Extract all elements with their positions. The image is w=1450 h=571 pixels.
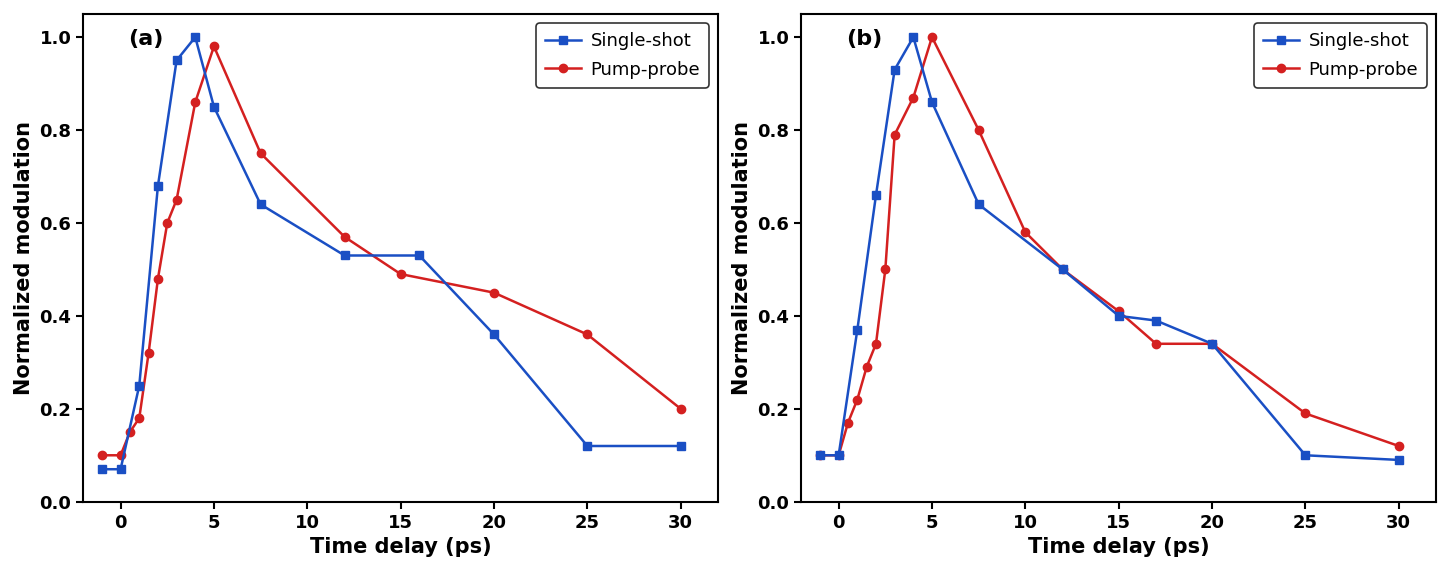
X-axis label: Time delay (ps): Time delay (ps) [310,537,492,557]
Pump-probe [252,150,270,156]
Single-shot [486,331,503,338]
Pump-probe [579,331,596,338]
Pump-probe [1054,266,1072,273]
Single-shot [93,466,110,473]
Single-shot [336,252,354,259]
Single-shot [130,382,148,389]
Pump-probe [829,452,847,459]
Pump-probe [867,340,884,347]
Single-shot [886,66,903,73]
Pump-probe [139,349,157,356]
Legend: Single-shot, Pump-probe: Single-shot, Pump-probe [536,23,709,88]
Single-shot [410,252,428,259]
Single-shot [112,466,129,473]
Pump-probe [168,196,186,203]
Pump-probe [1016,229,1034,236]
Text: (a): (a) [128,29,162,49]
Pump-probe [1391,443,1408,449]
Single-shot [867,192,884,199]
Pump-probe [858,364,876,371]
Pump-probe [158,219,175,226]
Line: Pump-probe: Pump-probe [816,33,1404,460]
Pump-probe [336,234,354,240]
Pump-probe [905,94,922,101]
Single-shot [970,201,987,208]
Pump-probe [112,452,129,459]
Legend: Single-shot, Pump-probe: Single-shot, Pump-probe [1254,23,1427,88]
Single-shot [579,443,596,449]
Single-shot [187,34,204,41]
Pump-probe [1147,340,1164,347]
Single-shot [252,201,270,208]
Pump-probe [130,415,148,421]
Pump-probe [486,289,503,296]
Single-shot [848,327,866,333]
Pump-probe [1204,340,1221,347]
Pump-probe [970,127,987,134]
Line: Single-shot: Single-shot [816,33,1404,464]
X-axis label: Time delay (ps): Time delay (ps) [1028,537,1209,557]
Pump-probe [1111,308,1128,315]
Single-shot [149,182,167,189]
Single-shot [1147,317,1164,324]
Single-shot [1204,340,1221,347]
Line: Pump-probe: Pump-probe [97,42,684,460]
Single-shot [671,443,689,449]
Single-shot [1296,452,1314,459]
Pump-probe [812,452,829,459]
Single-shot [812,452,829,459]
Pump-probe [122,429,139,436]
Pump-probe [93,452,110,459]
Single-shot [1391,456,1408,463]
Pump-probe [924,34,941,41]
Pump-probe [877,266,895,273]
Text: (b): (b) [845,29,882,49]
Pump-probe [886,131,903,138]
Pump-probe [392,271,409,278]
Pump-probe [671,405,689,412]
Pump-probe [840,419,857,426]
Pump-probe [1296,410,1314,417]
Single-shot [905,34,922,41]
Pump-probe [206,43,223,50]
Single-shot [829,452,847,459]
Single-shot [924,99,941,106]
Line: Single-shot: Single-shot [97,33,684,473]
Single-shot [1054,266,1072,273]
Pump-probe [149,275,167,282]
Single-shot [206,103,223,110]
Pump-probe [848,396,866,403]
Y-axis label: Normalized modulation: Normalized modulation [14,121,33,395]
Pump-probe [187,99,204,106]
Single-shot [1111,312,1128,319]
Y-axis label: Normalized modulation: Normalized modulation [732,121,753,395]
Single-shot [168,57,186,64]
